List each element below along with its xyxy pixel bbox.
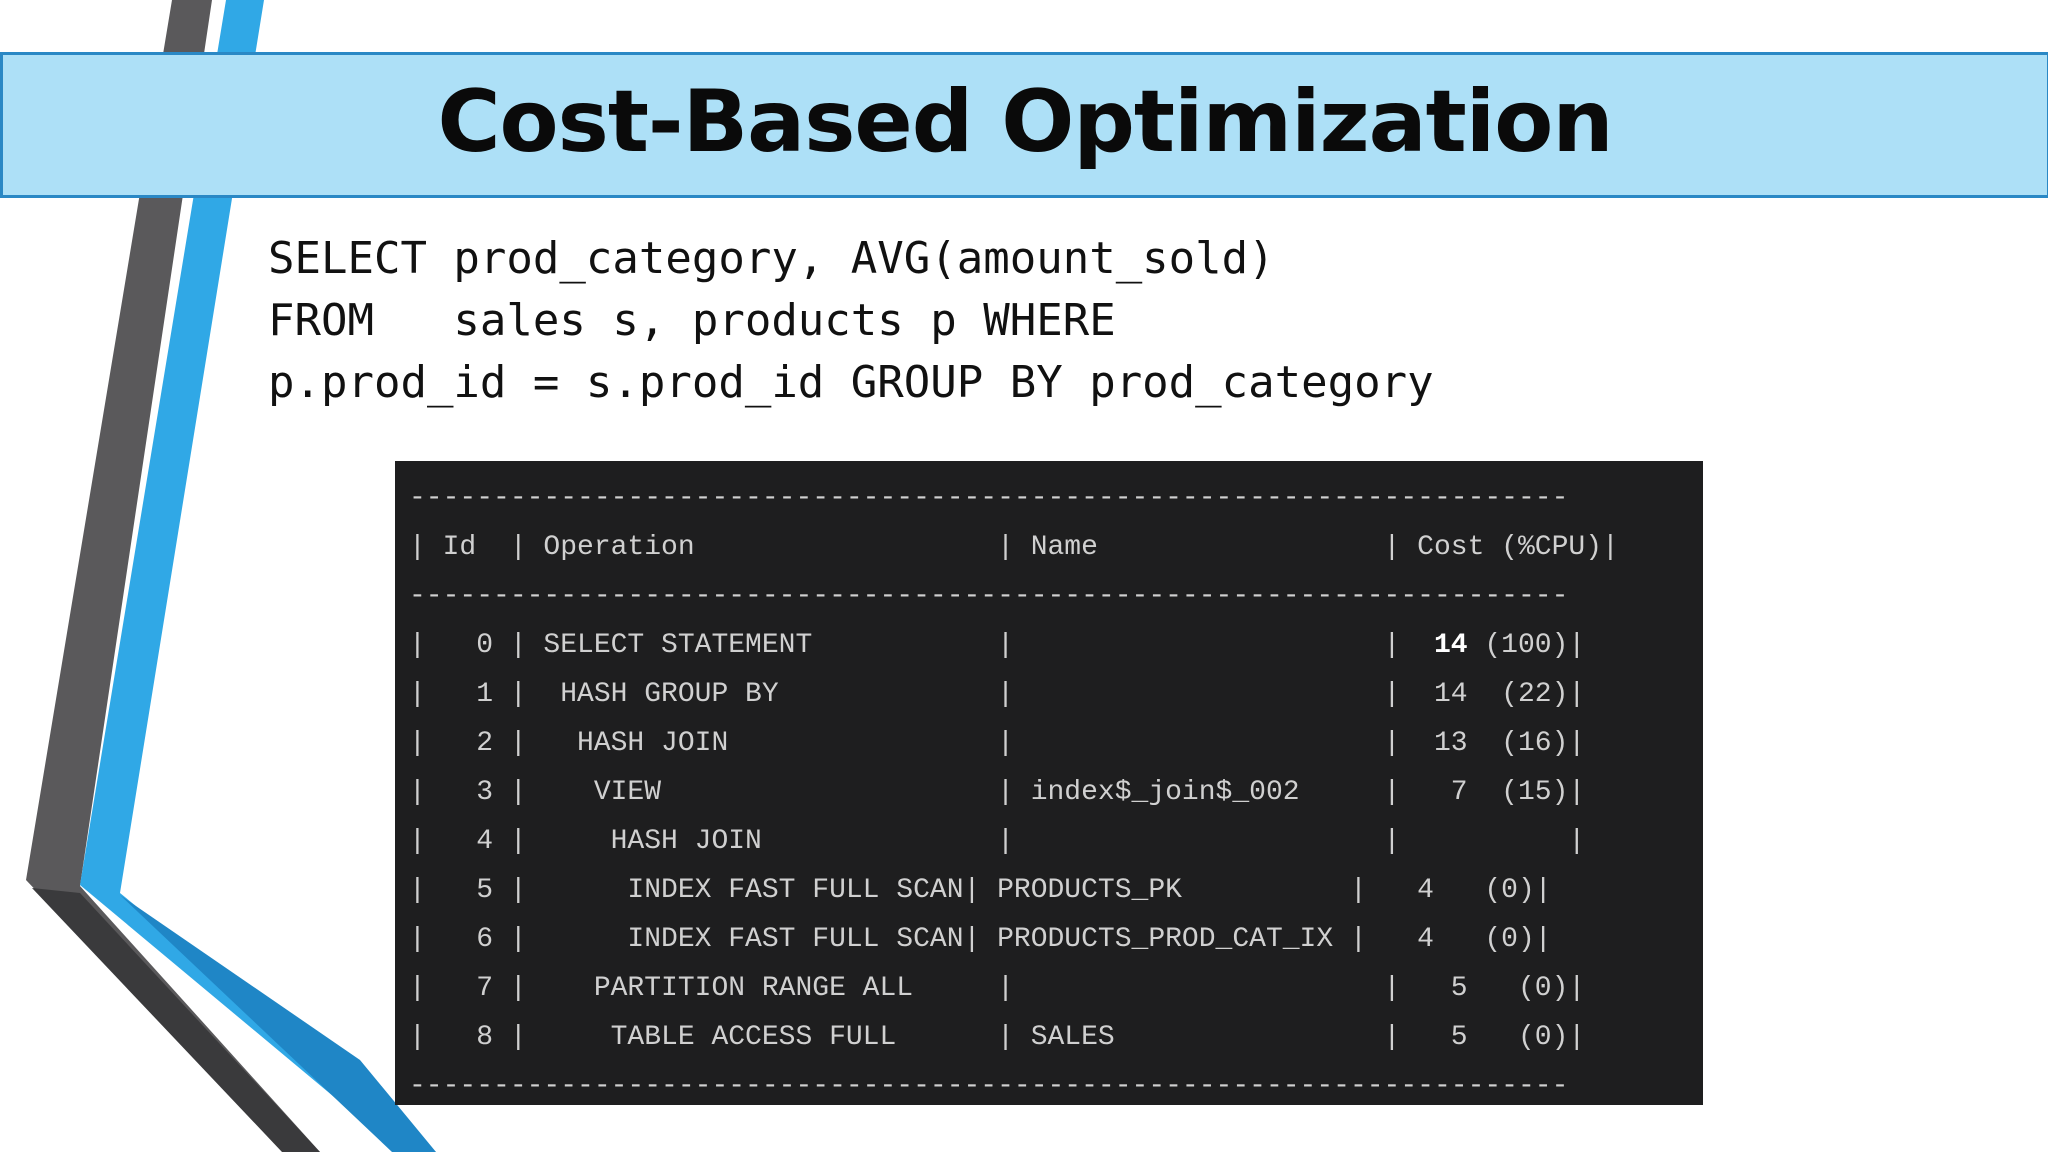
plan-row-8: | 8 | TABLE ACCESS FULL | SALES | 5 (0)| xyxy=(409,1022,1586,1053)
sql-line-3: p.prod_id = s.prod_id GROUP BY prod_cate… xyxy=(268,357,1434,408)
plan-row-2: | 2 | HASH JOIN | | 13 (16)| xyxy=(409,728,1586,759)
plan-row-1: | 1 | HASH GROUP BY | | 14 (22)| xyxy=(409,679,1586,710)
plan-separator-bottom: ----------------------------------------… xyxy=(409,1071,1569,1102)
plan-row-5: | 5 | INDEX FAST FULL SCAN| PRODUCTS_PK … xyxy=(409,875,1552,906)
plan-row-0: | 0 | SELECT STATEMENT | | 14 (100)| xyxy=(409,621,1703,670)
plan-row-0-cost: 14 xyxy=(1433,630,1468,661)
slide-title: Cost-Based Optimization xyxy=(437,72,1613,172)
plan-row-4: | 4 | HASH JOIN | | | xyxy=(409,826,1586,857)
blue-stripe xyxy=(80,0,436,1152)
execution-plan-panel: ----------------------------------------… xyxy=(395,461,1703,1105)
plan-separator-header: ----------------------------------------… xyxy=(409,581,1569,612)
dark-stripe xyxy=(32,888,320,1152)
plan-row-7: | 7 | PARTITION RANGE ALL | | 5 (0)| xyxy=(409,973,1586,1004)
sql-line-2: FROM sales s, products p WHERE xyxy=(268,295,1116,346)
dark-blue-stripe xyxy=(120,895,436,1152)
plan-row-6: | 6 | INDEX FAST FULL SCAN| PRODUCTS_PRO… xyxy=(409,924,1552,955)
plan-row-0-suffix: (100)| xyxy=(1467,630,1586,661)
gray-stripe xyxy=(26,0,320,1152)
title-band: Cost-Based Optimization xyxy=(0,52,2048,198)
plan-separator-top: ----------------------------------------… xyxy=(409,483,1569,514)
sql-query-block: SELECT prod_category, AVG(amount_sold) F… xyxy=(268,228,1434,414)
sql-line-1: SELECT prod_category, AVG(amount_sold) xyxy=(268,233,1275,284)
plan-row-0-prefix: | 0 | SELECT STATEMENT | | xyxy=(409,630,1434,661)
plan-header-row: | Id | Operation | Name | Cost (%CPU)| xyxy=(409,532,1619,563)
plan-row-3: | 3 | VIEW | index$_join$_002 | 7 (15)| xyxy=(409,777,1586,808)
